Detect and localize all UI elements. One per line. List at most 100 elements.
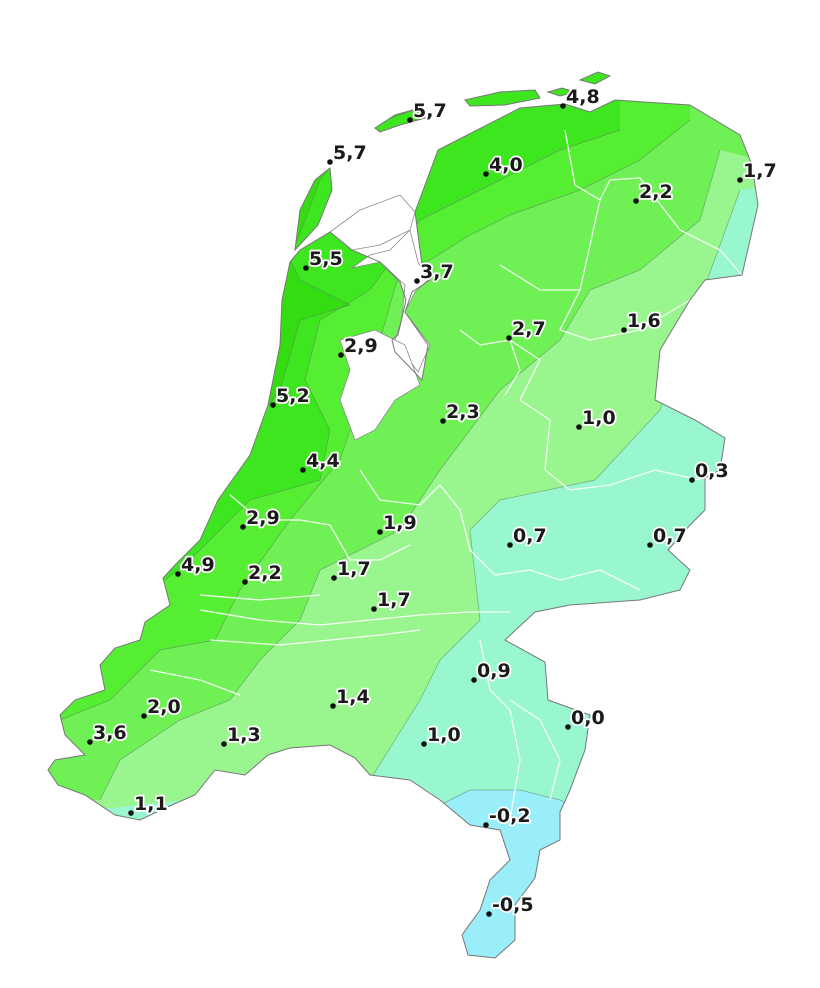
station-value-label: 0,7: [513, 525, 547, 547]
station-dot: [414, 278, 420, 284]
station-value-label: 3,6: [93, 722, 127, 744]
station-dot: [506, 335, 512, 341]
station-heino: 1,0: [576, 405, 617, 431]
station-value-label: 4,9: [181, 554, 215, 576]
station-layer: 5,7 5,7 4,8 4,0 1,7 2,2 5,5 3,7 2,9 2,7 1,6 5,2 2,3 1…: [87, 84, 778, 918]
station-value-label: 3,7: [420, 261, 454, 283]
station-value-label: 2,9: [246, 507, 280, 529]
station-dot: [327, 159, 333, 165]
province-border-utrecht: [329, 469, 441, 561]
station-dot: [331, 575, 337, 581]
station-terschelling: 5,7: [327, 140, 368, 166]
station-hupsel: 0,7: [647, 523, 688, 549]
station-value-label: 1,6: [627, 310, 661, 332]
station-value-label: 2,9: [344, 335, 378, 357]
station-value-label: 2,0: [147, 696, 181, 718]
station-twente: 0,3: [689, 458, 730, 484]
station-value-label: 1,0: [582, 407, 616, 429]
station-leeuwarden: 4,0: [483, 152, 524, 178]
station-value-label: -0,2: [489, 805, 531, 827]
station-schiermonnikoog: 4,8: [560, 84, 601, 110]
station-dot: [407, 117, 413, 123]
station-value-label: 5,2: [276, 385, 310, 407]
station-maastricht: -0,5: [486, 892, 535, 918]
station-de-bilt: 1,9: [377, 510, 418, 536]
station-dot: [471, 677, 477, 683]
station-delfzijl: 1,7: [737, 158, 778, 184]
station-hoogeveen: 1,6: [621, 308, 662, 334]
station-value-label: 1,1: [134, 793, 168, 815]
station-dot: [175, 571, 181, 577]
station-value-label: 2,3: [446, 401, 480, 423]
station-dot: [221, 741, 227, 747]
station-dot: [440, 418, 446, 424]
station-value-label: 5,5: [309, 248, 343, 270]
station-value-label: 0,9: [477, 660, 511, 682]
province-border-limburg: [509, 699, 561, 801]
station-value-label: 1,9: [383, 512, 417, 534]
province-border-overijssel: [509, 339, 701, 491]
station-herwijnen: 1,7: [371, 587, 412, 613]
station-arcen: 0,0: [565, 705, 606, 731]
station-dot: [621, 327, 627, 333]
province-border-drenthe: [559, 289, 691, 341]
isotherm-2: [99, 149, 721, 801]
station-leiden: 2,9: [240, 505, 281, 531]
station-value-label: 5,7: [333, 142, 367, 164]
station-value-label: 0,7: [653, 525, 687, 547]
station-value-label: 1,7: [377, 589, 411, 611]
station-dot: [421, 741, 427, 747]
station-gilze-rijen: 1,4: [330, 684, 371, 710]
station-dot: [141, 713, 147, 719]
station-ijmuiden: 5,2: [270, 383, 311, 409]
station-dot: [507, 542, 513, 548]
station-dot: [689, 477, 695, 483]
station-dot: [737, 177, 743, 183]
station-value-label: 1,0: [427, 724, 461, 746]
station-value-label: 4,0: [489, 154, 523, 176]
station-stavoren: 3,7: [414, 259, 455, 285]
station-vlieland: 5,7: [407, 98, 448, 124]
station-value-label: 0,0: [571, 707, 605, 729]
province-border-rivers: [199, 609, 510, 646]
province-border-brabant: [149, 639, 521, 821]
wadden-water: [329, 194, 416, 251]
station-woensdrecht: 1,3: [221, 722, 262, 748]
station-westdorpe: 1,1: [128, 791, 169, 817]
station-dot: [371, 606, 377, 612]
station-value-label: 4,4: [306, 450, 340, 472]
station-groningen: 2,2: [633, 179, 674, 205]
station-dot: [633, 198, 639, 204]
station-dot: [560, 103, 566, 109]
station-hoorn: 2,9: [338, 333, 379, 359]
station-dot: [377, 529, 383, 535]
station-den-helder: 5,5: [303, 246, 344, 272]
province-border-gelderland: [439, 484, 641, 591]
station-dot: [240, 524, 246, 530]
station-wilhelminadorp: 2,0: [141, 694, 182, 720]
station-eindhoven: 1,0: [421, 722, 462, 748]
station-vlissingen: 3,6: [87, 720, 128, 746]
station-emmeloord: 2,7: [506, 316, 547, 342]
station-dot: [300, 467, 306, 473]
station-cabauw: 1,7: [331, 556, 372, 582]
station-dot: [576, 424, 582, 430]
station-hoek-van-holland: 4,9: [175, 552, 216, 578]
province-border-zuid-holland: [199, 494, 331, 601]
province-border-friesland: [499, 199, 601, 291]
station-dot: [565, 724, 571, 730]
station-value-label: 1,7: [743, 160, 777, 182]
station-dot: [87, 739, 93, 745]
station-dot: [128, 810, 134, 816]
station-dot: [330, 703, 336, 709]
station-value-label: 5,7: [413, 100, 447, 122]
station-value-label: 1,3: [227, 724, 261, 746]
station-lelystad: 2,3: [440, 399, 481, 425]
province-border-groningen: [564, 129, 743, 276]
station-dot: [338, 352, 344, 358]
station-deelen: 0,7: [507, 523, 548, 549]
station-volkel: 0,9: [471, 658, 512, 684]
station-value-label: 4,8: [566, 86, 600, 108]
